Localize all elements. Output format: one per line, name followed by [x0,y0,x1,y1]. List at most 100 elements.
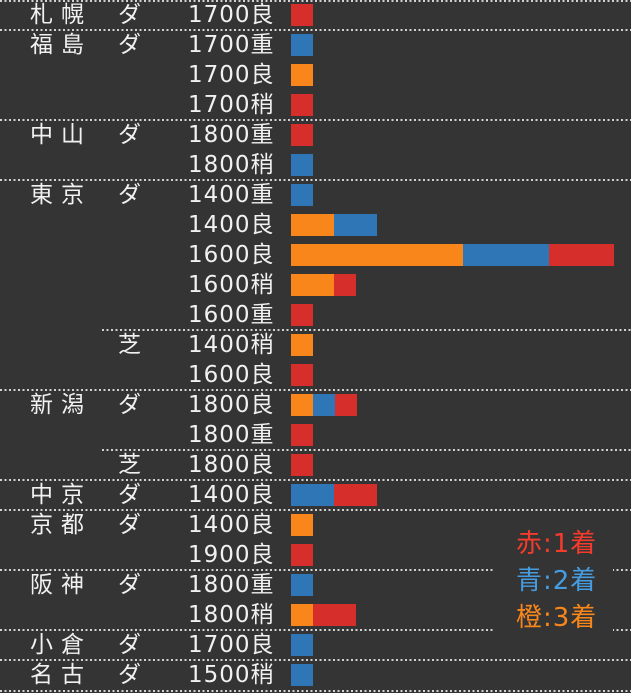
bar-segment-blue [291,184,313,206]
table-row: 札幌ダ 1700良 [0,0,631,30]
distance-condition-label: 1800良 [188,452,275,478]
table-row: 福島ダ 1700重 [0,30,631,60]
dotted-separator [0,509,631,511]
table-row: 1600良 [0,240,631,270]
legend-item-orange-3rd: 橙:3着 [516,603,598,633]
legend: 赤:1着 青:2着 橙:3着 [494,524,613,636]
dotted-separator [0,119,631,121]
bar-segment-orange [291,334,313,356]
result-bar [291,514,313,536]
table-row: 新潟ダ 1800良 [0,390,631,420]
bar-segment-blue [291,34,313,56]
track-type-label: ダ [118,2,143,28]
bar-segment-red [291,544,313,566]
dotted-separator [0,179,631,181]
track-type-label: ダ [118,662,143,688]
bar-segment-orange [291,604,313,626]
track-type-label: ダ [118,632,143,658]
distance-condition-label: 1800良 [188,392,275,418]
result-bar [291,484,377,506]
bar-segment-blue [313,394,335,416]
distance-condition-label: 1700稍 [188,92,275,118]
result-bar [291,274,356,296]
dotted-separator [0,569,631,571]
bar-segment-red [334,484,377,506]
distance-condition-label: 1900良 [188,542,275,568]
dotted-separator [0,659,631,661]
table-row: 芝 1800良 [0,450,631,480]
result-bar [291,304,313,326]
table-row: 1800稍 [0,600,631,630]
result-bar [291,454,313,476]
table-row: 名古ダ 1500稍 [0,660,631,690]
result-bar [291,184,313,206]
track-type-label: ダ [118,182,143,208]
bar-segment-red [291,124,313,146]
bar-segment-orange [291,274,334,296]
table-row: 1600良 [0,360,631,390]
result-bar [291,424,313,446]
distance-condition-label: 1600重 [188,302,275,328]
result-bar [291,94,313,116]
track-type-label: 芝 [118,452,143,478]
result-bar [291,364,313,386]
bar-segment-blue [291,664,313,686]
table-row: 芝 1400稍 [0,330,631,360]
result-bar [291,154,313,176]
bar-segment-red [334,274,356,296]
bar-segment-red [291,454,313,476]
track-type-label: ダ [118,392,143,418]
bar-segment-orange [291,394,313,416]
dotted-separator [0,0,631,2]
distance-condition-label: 1800重 [188,572,275,598]
table-row: 中京ダ 1400良 [0,480,631,510]
bar-segment-red [335,394,357,416]
venue-label: 札幌 [30,2,92,28]
result-bar [291,334,313,356]
result-bar [291,4,313,26]
table-row: 阪神ダ 1800重 [0,570,631,600]
legend-item-blue-2nd: 青:2着 [516,566,598,596]
venue-label: 阪神 [30,572,92,598]
venue-label: 中京 [30,482,92,508]
table-row: 1600重 [0,300,631,330]
result-bar [291,214,377,236]
distance-condition-label: 1700良 [188,2,275,28]
table-row: 1800重 [0,420,631,450]
distance-condition-label: 1400良 [188,212,275,238]
venue-label: 京都 [30,512,92,538]
distance-condition-label: 1800重 [188,122,275,148]
track-type-label: 芝 [118,332,143,358]
distance-condition-label: 1800稍 [188,602,275,628]
dotted-separator [102,449,631,451]
bar-segment-orange [291,214,334,236]
dotted-separator [102,329,631,331]
table-row: 1800稍 [0,150,631,180]
distance-condition-label: 1400良 [188,482,275,508]
distance-condition-label: 1800稍 [188,152,275,178]
result-bar [291,394,357,416]
dotted-separator [0,29,631,31]
dotted-separator [0,479,631,481]
result-bar [291,34,313,56]
distance-condition-label: 1400良 [188,512,275,538]
result-bar [291,574,313,596]
venue-label: 中山 [30,122,92,148]
result-bar [291,124,313,146]
bar-segment-blue [291,634,313,656]
result-bar [291,64,313,86]
dotted-separator [0,629,631,631]
bar-segment-red [291,94,313,116]
result-bar [291,604,356,626]
venue-label: 小倉 [30,632,92,658]
distance-condition-label: 1800重 [188,422,275,448]
result-bar [291,544,313,566]
table-row: 1400良 [0,210,631,240]
bar-segment-red [291,4,313,26]
dotted-separator [0,389,631,391]
track-type-label: ダ [118,572,143,598]
bar-segment-blue [291,154,313,176]
distance-condition-label: 1700良 [188,62,275,88]
result-bar [291,664,313,686]
